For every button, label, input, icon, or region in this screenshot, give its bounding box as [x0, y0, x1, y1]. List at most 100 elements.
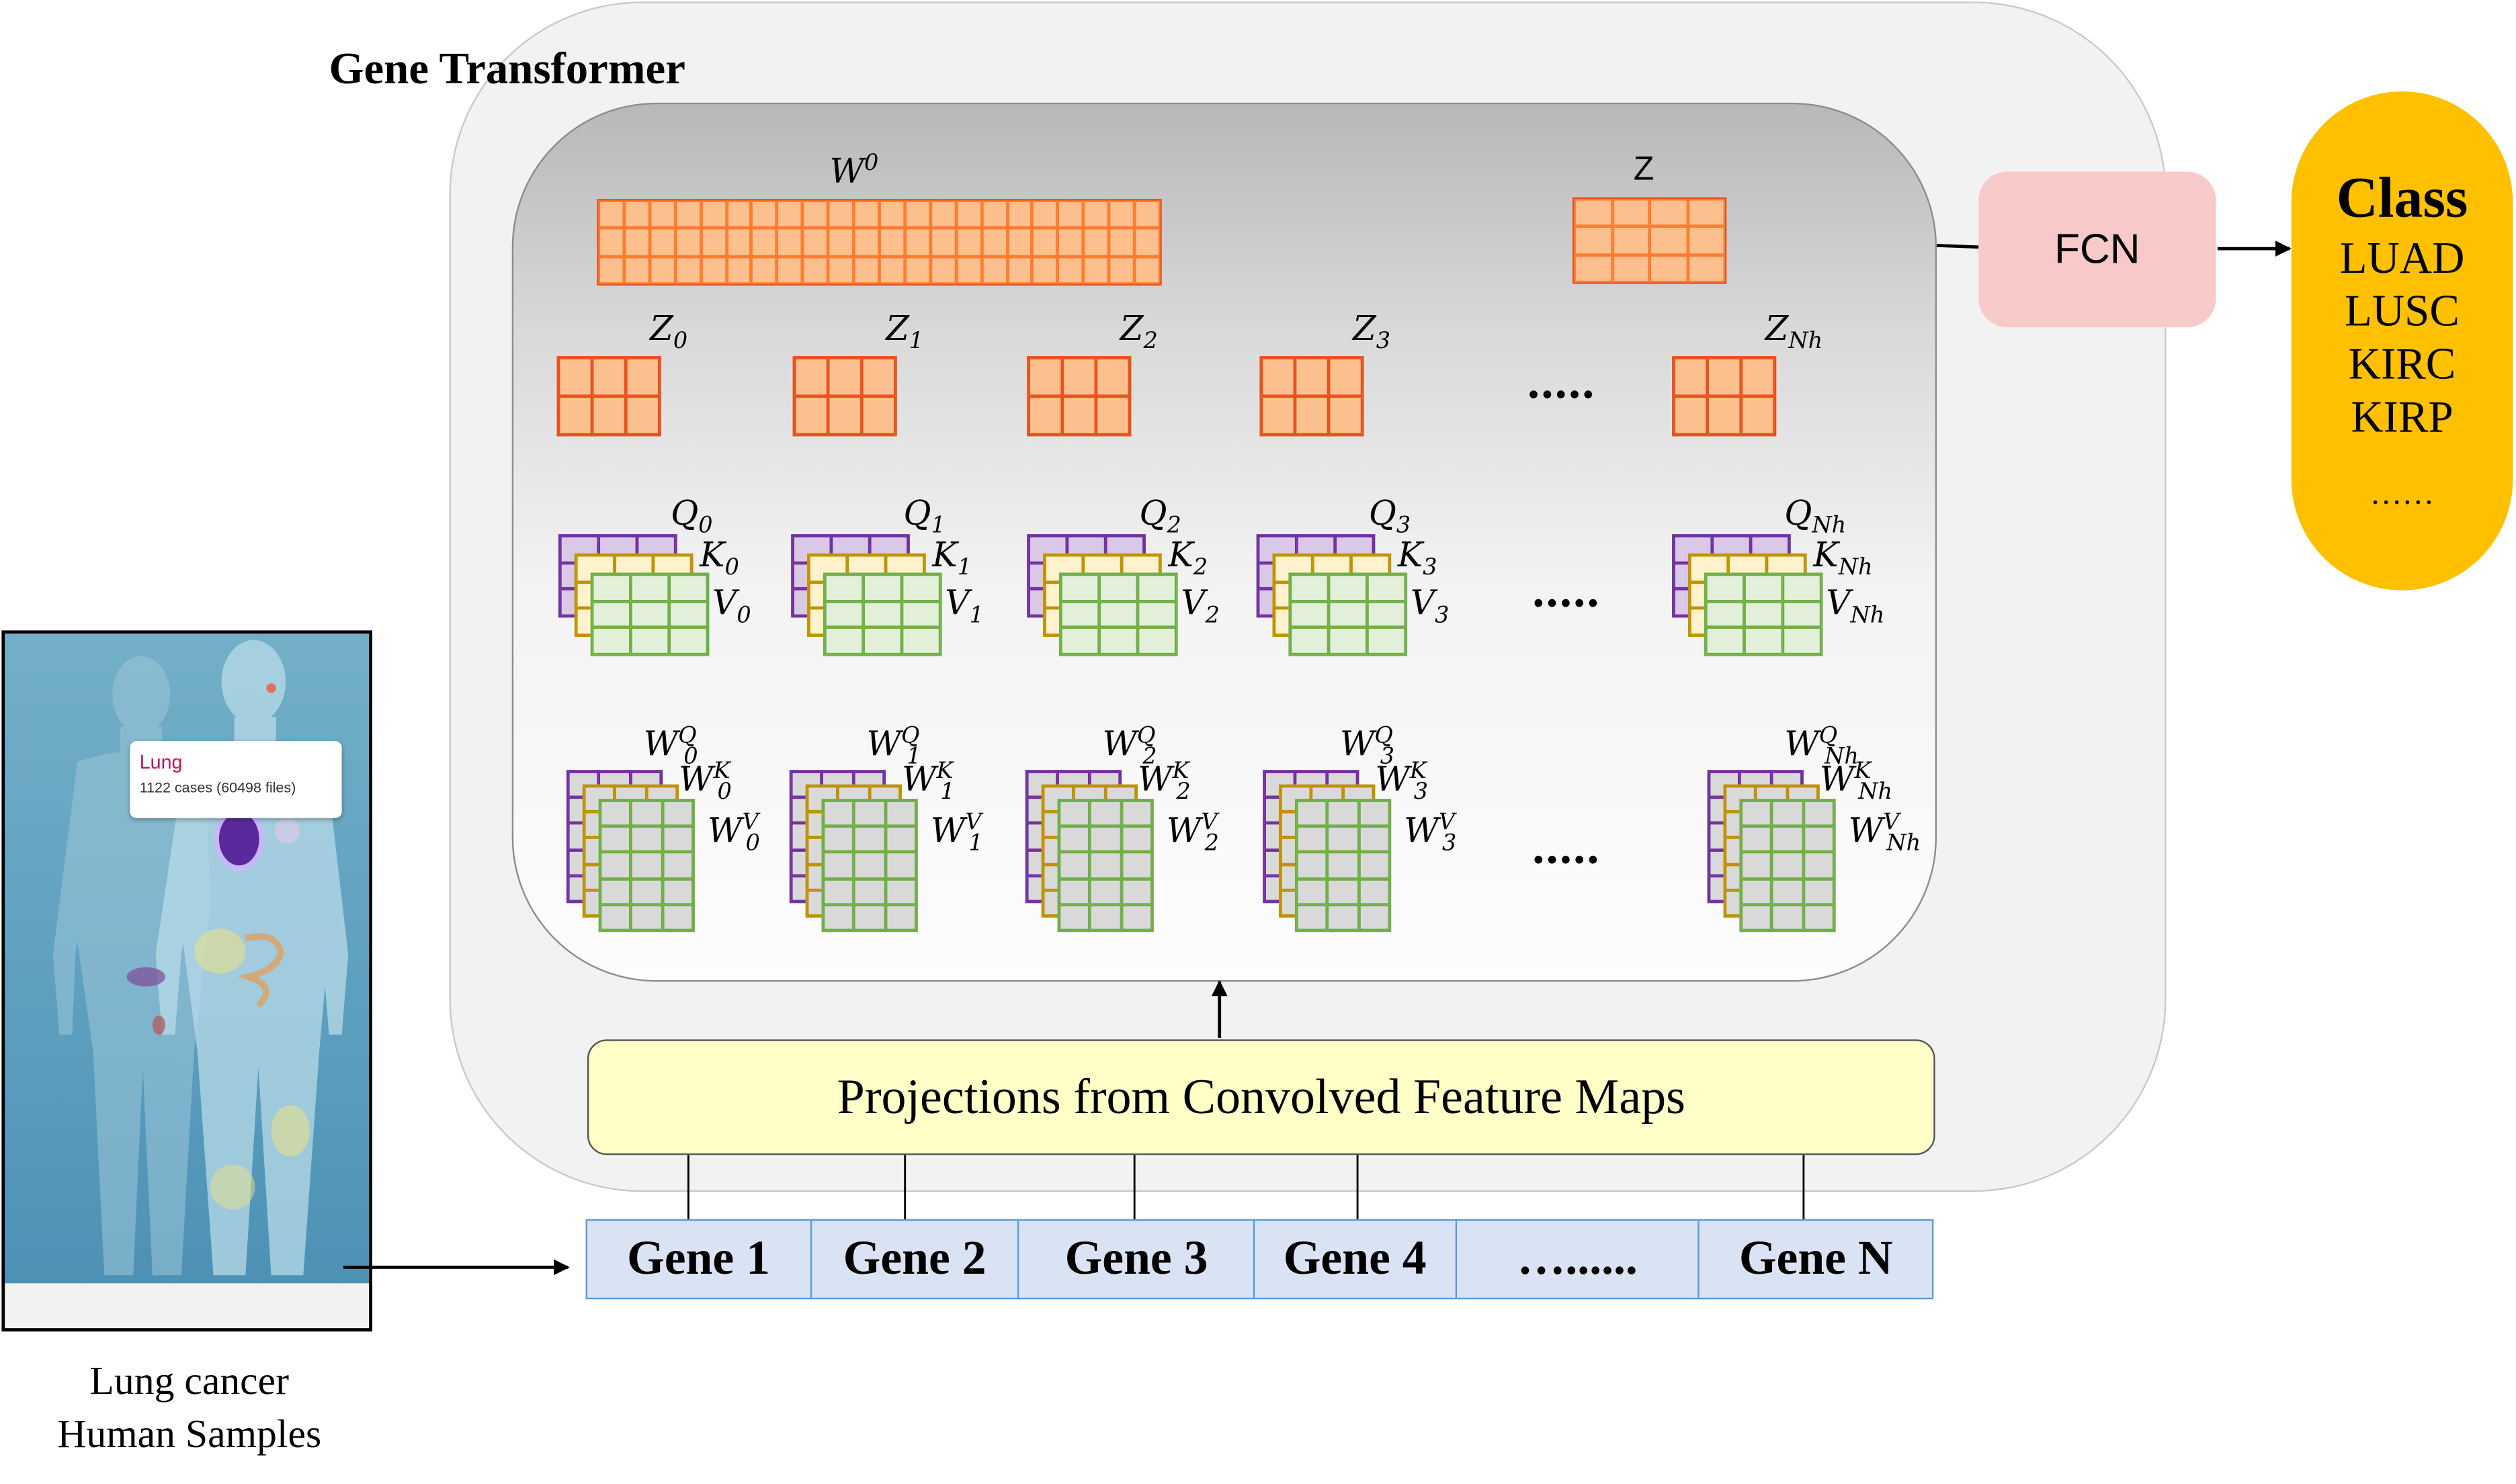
matrix-cell [981, 256, 1007, 284]
matrix-cell [1060, 601, 1099, 628]
matrix-cell [662, 878, 694, 905]
caption-line-2: Human Samples [57, 1413, 322, 1457]
class-item: KIRC [2348, 340, 2456, 390]
z-head-matrix [1027, 356, 1132, 437]
gene-cell: Gene 1 [587, 1221, 812, 1298]
matrix-cell [726, 228, 752, 257]
matrix-cell [1803, 852, 1835, 879]
matrix-cell [1137, 574, 1177, 601]
matrix-cell [879, 228, 905, 257]
matrix-cell [1367, 627, 1406, 655]
matrix-cell [1090, 826, 1122, 853]
matrix-cell [598, 200, 624, 228]
matrix-cell [1574, 254, 1612, 283]
matrix-cell [624, 256, 650, 284]
matrix-cell [1771, 800, 1804, 827]
matrix-cell [1782, 574, 1822, 601]
matrix-cell [1028, 396, 1062, 435]
matrix-cell [1771, 826, 1804, 853]
matrix-cell [631, 852, 663, 879]
matrix-cell [1090, 878, 1122, 905]
matrix-cell [1099, 574, 1138, 601]
matrix-cell [1290, 574, 1329, 601]
matrix-cell [598, 228, 624, 257]
gene-cell: Gene 2 [811, 1221, 1020, 1298]
matrix-cell [1367, 601, 1406, 628]
wk-label: WK0 [679, 758, 732, 805]
tooltip-sub: 1122 cases (60498 files) [139, 779, 296, 796]
matrix-cell [1327, 826, 1359, 853]
matrix-cell [823, 904, 855, 930]
matrix-cell [862, 396, 896, 435]
matrix-cell [956, 256, 982, 284]
matrix-cell [1782, 627, 1822, 655]
k-label: KNh [1813, 535, 1873, 581]
gene-cell: Gene 3 [1019, 1221, 1255, 1298]
matrix-cell [1058, 826, 1091, 853]
matrix-cell [1803, 904, 1835, 930]
matrix-cell [600, 826, 632, 853]
matrix-cell [1007, 200, 1033, 228]
matrix-cell [1090, 800, 1122, 827]
z-head-matrix [1259, 356, 1364, 437]
class-box: Class LUAD LUSC KIRC KIRP …… [2291, 91, 2513, 591]
k-label: K3 [1397, 535, 1437, 581]
projection-box: Projections from Convolved Feature Maps [587, 1039, 1935, 1155]
matrix-cell [828, 357, 862, 396]
matrix-cell [1329, 627, 1368, 655]
matrix-cell [1007, 228, 1033, 257]
matrix-cell [1095, 357, 1130, 396]
matrix-cell [879, 256, 905, 284]
matrix-cell [1741, 852, 1772, 879]
matrix-cell [1058, 256, 1084, 284]
wk-label: WK1 [901, 758, 955, 805]
matrix-cell [1706, 574, 1745, 601]
matrix-cell [592, 574, 631, 601]
matrix-cell [1261, 357, 1295, 396]
z-head-matrix [792, 356, 897, 437]
fcn-box: FCN [1978, 171, 2216, 328]
matrix-cell [1741, 800, 1772, 827]
matrix-cell [1327, 878, 1359, 905]
matrix-cell [1687, 199, 1725, 227]
matrix-cell [863, 627, 902, 655]
matrix-cell [1062, 357, 1096, 396]
caption-line-1: Lung cancer [89, 1360, 290, 1404]
matrix-cell [1574, 226, 1612, 255]
matrix-cell [1058, 904, 1091, 930]
matrix-cell [558, 396, 593, 435]
matrix-cell [558, 357, 593, 396]
matrix-cell [885, 852, 917, 879]
k-label: K2 [1168, 535, 1208, 581]
matrix-cell [1706, 601, 1745, 628]
v-label: V1 [945, 584, 984, 629]
wv-matrix [598, 799, 695, 932]
matrix-cell [905, 256, 931, 284]
wk-label: WK2 [1137, 758, 1191, 805]
matrix-cell [1327, 800, 1359, 827]
wq-label: WQNh [1784, 723, 1859, 771]
matrix-cell [823, 878, 855, 905]
photo-caption: Lung cancer Human Samples [0, 1356, 379, 1462]
matrix-cell [1090, 852, 1122, 879]
diagram-title: Gene Transformer [329, 44, 685, 95]
matrix-cell [1771, 904, 1804, 930]
matrix-cell [1060, 574, 1099, 601]
matrix-cell [700, 228, 726, 257]
q-label: Q0 [671, 494, 713, 539]
matrix-cell [1121, 904, 1152, 930]
wv-label: WVNh [1848, 810, 1921, 857]
matrix-cell [1290, 601, 1329, 628]
matrix-cell [823, 826, 855, 853]
matrix-cell [1294, 396, 1329, 435]
lung-tooltip: Lung 1122 cases (60498 files) [130, 741, 342, 818]
matrix-cell [981, 200, 1007, 228]
matrix-cell [649, 200, 675, 228]
matrix-cell [1358, 852, 1390, 879]
matrix-cell [885, 904, 917, 930]
matrix-cell [1095, 396, 1130, 435]
v-label: VNh [1826, 584, 1885, 629]
matrix-cell [1296, 826, 1328, 853]
matrix-cell [901, 601, 941, 628]
matrix-cell [777, 200, 803, 228]
